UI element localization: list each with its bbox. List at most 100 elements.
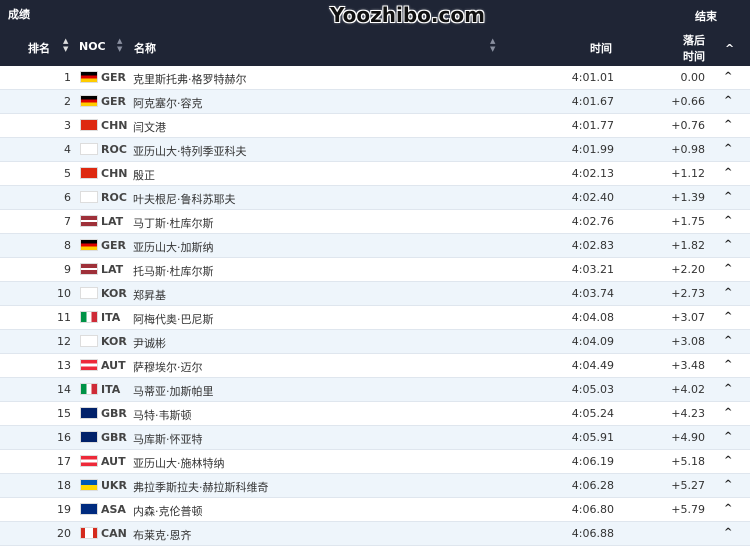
table-row[interactable]: 4 ROC 亚历山大·特列季亚科夫 4:01.99 +0.98 ^ (0, 138, 750, 162)
expand-chevron-icon[interactable]: ^ (724, 455, 733, 466)
expand-chevron-icon[interactable]: ^ (724, 359, 733, 370)
athlete-name[interactable]: 马丁斯·杜库尔斯 (133, 217, 214, 230)
col-rank[interactable]: 排名 (28, 42, 50, 55)
rank: 1 (64, 71, 71, 84)
table-row[interactable]: 5 CHN 殷正 4:02.13 +1.12 ^ (0, 162, 750, 186)
table-row[interactable]: 17 AUT 亚历山大·施林特纳 4:06.19 +5.18 ^ (0, 450, 750, 474)
athlete-name[interactable]: 马特·韦斯顿 (133, 409, 192, 422)
table-row[interactable]: 15 GBR 马特·韦斯顿 4:05.24 +4.23 ^ (0, 402, 750, 426)
time: 4:05.91 (571, 431, 614, 444)
table-row[interactable]: 14 ITA 马蒂亚·加斯帕里 4:05.03 +4.02 ^ (0, 378, 750, 402)
table-row[interactable]: 7 LAT 马丁斯·杜库尔斯 4:02.76 +1.75 ^ (0, 210, 750, 234)
table-row[interactable]: 11 ITA 阿梅代奥·巴尼斯 4:04.08 +3.07 ^ (0, 306, 750, 330)
athlete-name[interactable]: 叶夫根尼·鲁科苏耶夫 (133, 193, 236, 206)
athlete-name[interactable]: 亚历山大·特列季亚科夫 (133, 145, 247, 158)
athlete-name[interactable]: 阿梅代奥·巴尼斯 (133, 313, 214, 326)
rank: 8 (64, 239, 71, 252)
flag-icon (80, 215, 98, 227)
athlete-name[interactable]: 马库斯·怀亚特 (133, 433, 203, 446)
rank: 18 (57, 479, 71, 492)
noc-code: KOR (101, 287, 127, 300)
athlete-name[interactable]: 托马斯·杜库尔斯 (133, 265, 214, 278)
expand-chevron-icon[interactable]: ^ (724, 383, 733, 394)
table-row[interactable]: 16 GBR 马库斯·怀亚特 4:05.91 +4.90 ^ (0, 426, 750, 450)
time-behind: +1.75 (671, 215, 705, 228)
col-name[interactable]: 名称 (134, 42, 156, 55)
sort-icon[interactable]: ▲ ▼ (490, 37, 496, 53)
table-row[interactable]: 12 KOR 尹诚彬 4:04.09 +3.08 ^ (0, 330, 750, 354)
results-table: 1 GER 克里斯托弗·格罗特赫尔 4:01.01 0.00 ^ 2 GER 阿克… (0, 66, 750, 546)
table-row[interactable]: 9 LAT 托马斯·杜库尔斯 4:03.21 +2.20 ^ (0, 258, 750, 282)
expand-chevron-icon[interactable]: ^ (724, 263, 733, 274)
rank: 4 (64, 143, 71, 156)
expand-chevron-icon[interactable]: ^ (724, 527, 733, 538)
athlete-name[interactable]: 克里斯托弗·格罗特赫尔 (133, 73, 247, 86)
col-noc[interactable]: NOC (79, 40, 106, 53)
expand-chevron-icon[interactable]: ^ (724, 119, 733, 130)
table-row[interactable]: 1 GER 克里斯托弗·格罗特赫尔 4:01.01 0.00 ^ (0, 66, 750, 90)
athlete-name[interactable]: 马蒂亚·加斯帕里 (133, 385, 214, 398)
athlete-name[interactable]: 郑昇基 (133, 289, 166, 302)
table-row[interactable]: 2 GER 阿克塞尔·容克 4:01.67 +0.66 ^ (0, 90, 750, 114)
expand-chevron-icon[interactable]: ^ (724, 479, 733, 490)
expand-chevron-icon[interactable]: ^ (724, 311, 733, 322)
flag-icon (80, 191, 98, 203)
athlete-name[interactable]: 阿克塞尔·容克 (133, 97, 203, 110)
rank: 6 (64, 191, 71, 204)
athlete-name[interactable]: 弗拉季斯拉夫·赫拉斯科维奇 (133, 481, 269, 494)
time-behind: +1.82 (671, 239, 705, 252)
expand-chevron-icon[interactable]: ^ (724, 71, 733, 82)
athlete-name[interactable]: 殷正 (133, 169, 155, 182)
time: 4:01.67 (571, 95, 614, 108)
rank: 3 (64, 119, 71, 132)
flag-icon (80, 167, 98, 179)
rank: 10 (57, 287, 71, 300)
expand-chevron-icon[interactable]: ^ (724, 167, 733, 178)
table-row[interactable]: 6 ROC 叶夫根尼·鲁科苏耶夫 4:02.40 +1.39 ^ (0, 186, 750, 210)
results-header: 成绩 结束 排名 ▲ ▼ NOC ▲ ▼ 名称 ▲ ▼ 时间 落后 时间 ^ (0, 0, 750, 66)
expand-chevron-icon[interactable]: ^ (724, 95, 733, 106)
expand-chevron-icon[interactable]: ^ (724, 431, 733, 442)
athlete-name[interactable]: 内森·克伦普顿 (133, 505, 203, 518)
time-behind: +2.73 (671, 287, 705, 300)
time: 4:02.76 (571, 215, 614, 228)
sort-icon[interactable]: ▲ ▼ (63, 37, 69, 53)
time-behind: 0.00 (680, 71, 706, 84)
table-row[interactable]: 10 KOR 郑昇基 4:03.74 +2.73 ^ (0, 282, 750, 306)
expand-chevron-icon[interactable]: ^ (724, 143, 733, 154)
time: 4:04.09 (571, 335, 614, 348)
expand-chevron-icon[interactable]: ^ (724, 239, 733, 250)
noc-code: ITA (101, 383, 121, 396)
athlete-name[interactable]: 尹诚彬 (133, 337, 166, 350)
collapse-all-chevron-icon[interactable]: ^ (725, 42, 735, 55)
table-row[interactable]: 18 UKR 弗拉季斯拉夫·赫拉斯科维奇 4:06.28 +5.27 ^ (0, 474, 750, 498)
expand-chevron-icon[interactable]: ^ (724, 335, 733, 346)
time-behind: +5.27 (671, 479, 705, 492)
table-row[interactable]: 13 AUT 萨穆埃尔·迈尔 4:04.49 +3.48 ^ (0, 354, 750, 378)
athlete-name[interactable]: 亚历山大·施林特纳 (133, 457, 225, 470)
time-behind: +0.98 (671, 143, 705, 156)
rank: 2 (64, 95, 71, 108)
athlete-name[interactable]: 闫文港 (133, 121, 166, 134)
noc-code: GBR (101, 407, 127, 420)
rank: 19 (57, 503, 71, 516)
expand-chevron-icon[interactable]: ^ (724, 215, 733, 226)
table-row[interactable]: 3 CHN 闫文港 4:01.77 +0.76 ^ (0, 114, 750, 138)
sort-icon[interactable]: ▲ ▼ (117, 37, 123, 53)
expand-chevron-icon[interactable]: ^ (724, 287, 733, 298)
athlete-name[interactable]: 亚历山大·加斯纳 (133, 241, 214, 254)
time-behind: +0.76 (671, 119, 705, 132)
time: 4:06.28 (571, 479, 614, 492)
table-row[interactable]: 19 ASA 内森·克伦普顿 4:06.80 +5.79 ^ (0, 498, 750, 522)
noc-code: UKR (101, 479, 127, 492)
time: 4:06.19 (571, 455, 614, 468)
athlete-name[interactable]: 布莱克·恩齐 (133, 529, 192, 542)
expand-chevron-icon[interactable]: ^ (724, 407, 733, 418)
table-row[interactable]: 20 CAN 布莱克·恩齐 4:06.88 ^ (0, 522, 750, 546)
expand-chevron-icon[interactable]: ^ (724, 503, 733, 514)
time: 4:01.77 (571, 119, 614, 132)
flag-icon (80, 431, 98, 443)
table-row[interactable]: 8 GER 亚历山大·加斯纳 4:02.83 +1.82 ^ (0, 234, 750, 258)
athlete-name[interactable]: 萨穆埃尔·迈尔 (133, 361, 203, 374)
expand-chevron-icon[interactable]: ^ (724, 191, 733, 202)
